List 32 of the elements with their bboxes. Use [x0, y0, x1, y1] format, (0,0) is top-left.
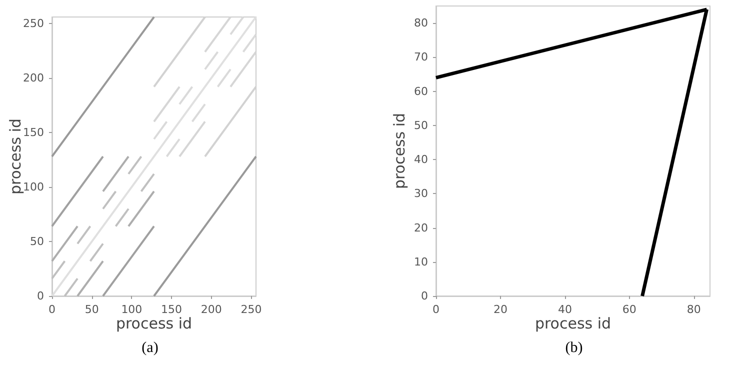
y-tick-label: 40 [414, 153, 428, 166]
x-tick-label: 20 [493, 303, 508, 316]
x-tick-label: 0 [48, 303, 56, 316]
y-tick-label: 0 [421, 290, 428, 302]
y-tick-label: 50 [414, 118, 428, 132]
x-axis-title: process id [534, 314, 612, 332]
y-tick-label: 30 [414, 187, 428, 200]
y-tick-label: 70 [414, 50, 428, 64]
y-axis-title: process id [6, 118, 24, 195]
y-tick-label: 150 [23, 126, 44, 140]
text: (b) [564, 340, 584, 357]
x-tick-label: 150 [161, 303, 182, 316]
y-axis-title: process id [390, 112, 408, 190]
x-tick-label: 60 [622, 303, 636, 316]
y-tick-label: 20 [414, 221, 428, 234]
y-tick-label: 50 [30, 235, 44, 248]
y-tick-label: 60 [414, 84, 428, 98]
y-tick-label: 200 [23, 72, 44, 85]
y-tick-label: 250 [23, 17, 44, 30]
x-axis-title: process id [116, 314, 192, 332]
x-tick-label: 0 [432, 303, 440, 316]
y-tick-label: 0 [37, 290, 44, 302]
x-tick-label: 40 [558, 303, 572, 316]
x-tick-label: 200 [200, 303, 222, 316]
x-tick-label: 250 [240, 303, 262, 316]
y-tick-label: 10 [414, 255, 428, 268]
y-tick-label: 100 [23, 180, 44, 194]
x-tick-label: 50 [84, 303, 99, 316]
x-tick-label: 100 [121, 303, 142, 316]
x-tick-label: 80 [686, 303, 701, 316]
text: (a) [140, 340, 160, 357]
y-tick-label: 80 [414, 16, 428, 30]
